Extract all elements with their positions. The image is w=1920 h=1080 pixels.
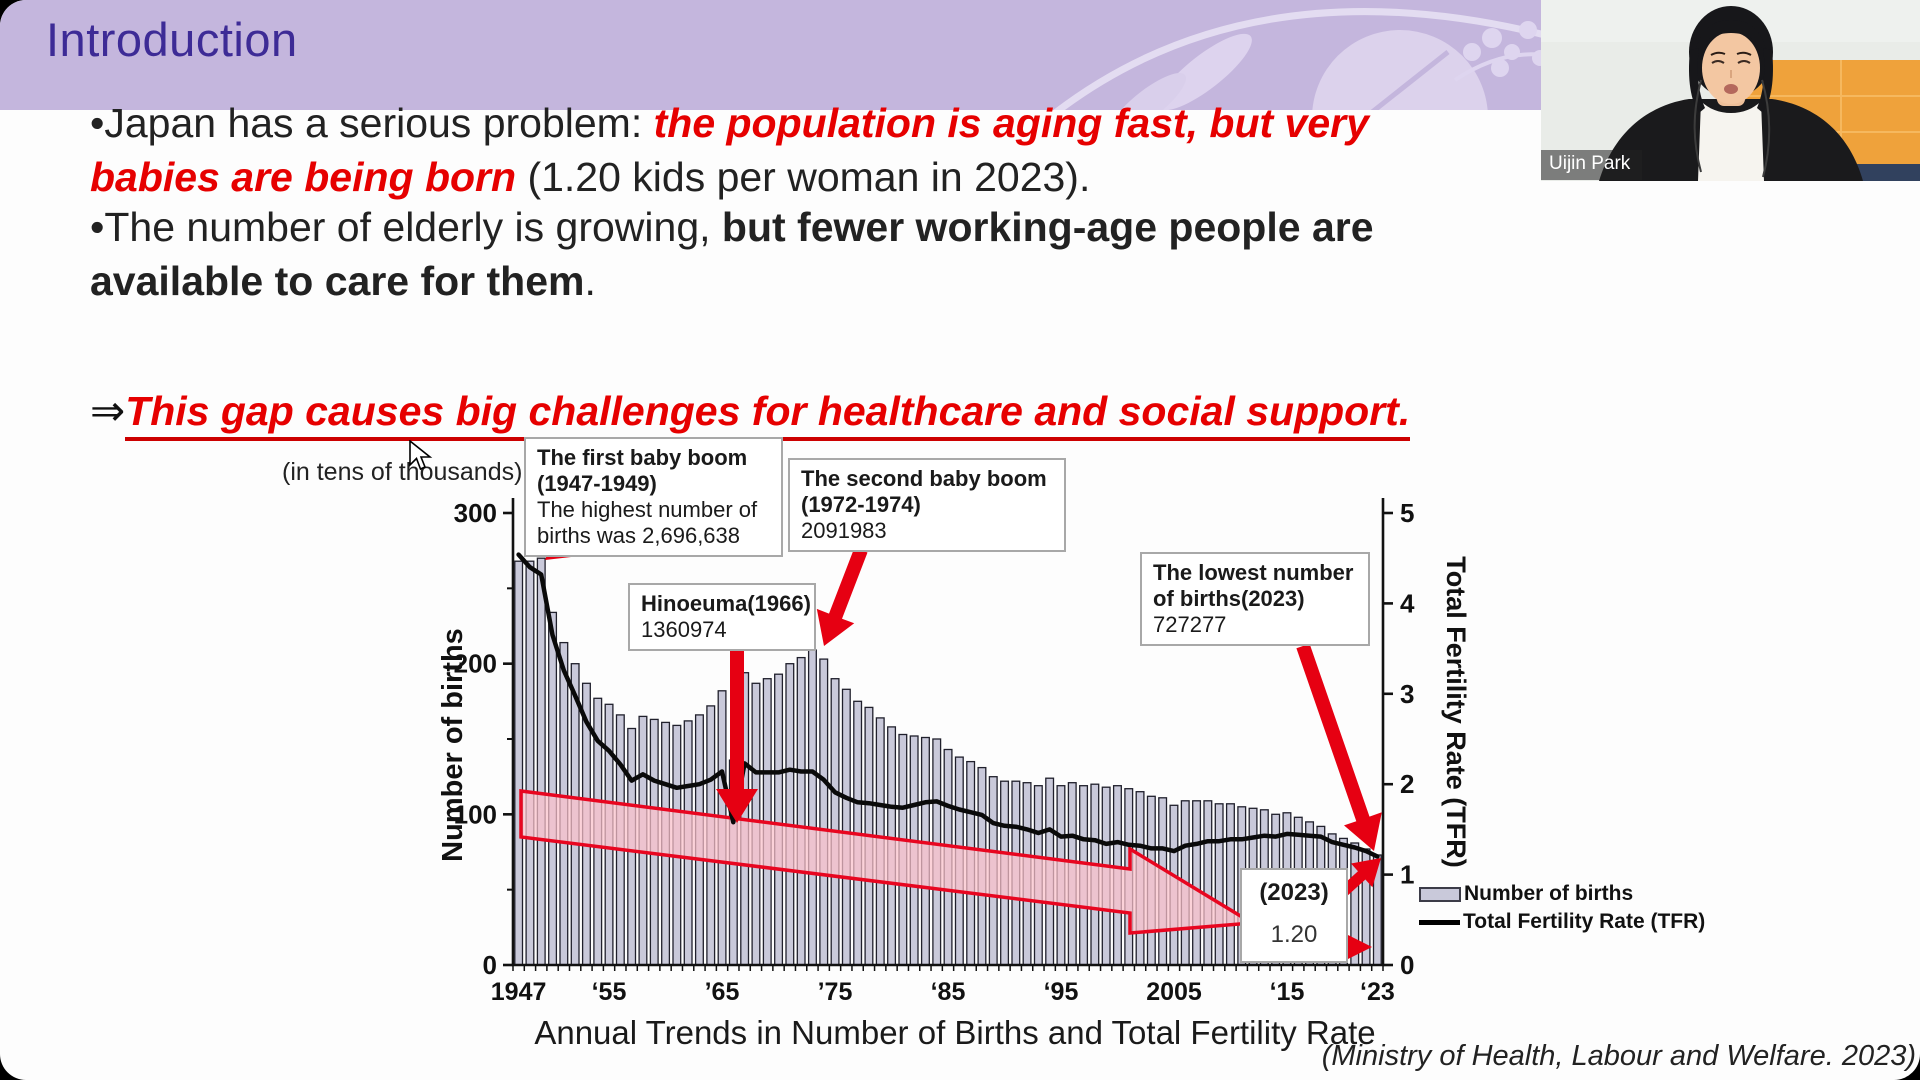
callout-second-baby-boom: The second baby boom (1972-1974) 2091983	[788, 458, 1066, 552]
bullet2-bold-text-line2: available to care for them	[90, 258, 585, 304]
conclusion-line: ⇒This gap causes big challenges for heal…	[90, 384, 1411, 441]
source-citation: (Ministry of Health, Labour and Welfare.…	[1321, 1040, 1916, 1072]
callout-title-years: (1947-1949)	[537, 471, 657, 496]
bullet2-black-text: •The number of elderly is growing,	[90, 204, 722, 250]
mouse-cursor-icon	[409, 440, 433, 471]
callout-value: 1.20	[1270, 921, 1318, 948]
callout-first-baby-boom: The first baby boom (1947-1949) The high…	[524, 437, 783, 557]
callout-title: The second baby boom	[801, 466, 1047, 491]
svg-text:0: 0	[1400, 950, 1414, 980]
callout-value: 727277	[1153, 612, 1227, 637]
bar-swatch-icon	[1419, 886, 1461, 902]
conclusion-red-text: This gap causes big challenges for healt…	[125, 388, 1411, 441]
svg-text:100: 100	[454, 799, 497, 829]
axis-unit-note: (in tens of thousands)	[282, 458, 523, 486]
callout-body: The highest number of	[537, 497, 758, 522]
callout-title: The lowest number	[1153, 560, 1354, 585]
callout-title-years: of births(2023)	[1153, 586, 1305, 611]
callout-title-years: (1972-1974)	[801, 492, 921, 517]
bullet1-red-text-line2: babies are being born	[90, 154, 517, 200]
svg-text:Number of births: Number of births	[437, 628, 469, 862]
callout-lowest-births: The lowest number of births(2023) 727277	[1140, 552, 1370, 646]
svg-text:3: 3	[1400, 679, 1414, 709]
callout-title: The first baby boom	[537, 445, 748, 470]
svg-text:200: 200	[454, 649, 497, 679]
svg-text:300: 300	[454, 498, 497, 528]
svg-text:‘85: ‘85	[931, 978, 966, 1006]
bullet-elderly-care: •The number of elderly is growing, but f…	[90, 200, 1374, 308]
line-swatch-icon	[1419, 919, 1460, 925]
double-arrow-symbol: ⇒	[90, 387, 126, 434]
callout-value: 1360974	[641, 617, 727, 642]
webcam-overlay[interactable]: Uijin Park	[1541, 0, 1920, 181]
svg-text:0: 0	[483, 950, 497, 980]
svg-text:2005: 2005	[1146, 978, 1202, 1006]
svg-text:5: 5	[1400, 498, 1414, 528]
callout-body: births was 2,696,638	[537, 523, 741, 548]
callout-value: 2091983	[801, 518, 887, 543]
svg-text:4: 4	[1400, 588, 1415, 618]
bullet2-period: .	[584, 258, 596, 304]
svg-text:1947: 1947	[491, 978, 547, 1006]
bullet1-red-text-line1: the population is aging fast, but very	[653, 100, 1369, 146]
participant-name-label: Uijin Park	[1541, 150, 1643, 180]
svg-text:2: 2	[1400, 769, 1414, 799]
person-speaker	[1599, 6, 1863, 181]
callout-tfr-2023: (2023) 1.20	[1240, 868, 1348, 963]
callout-title: Hinoeuma(1966)	[641, 591, 811, 616]
svg-text:’65: ’65	[705, 978, 740, 1006]
legend-item-births: Number of births	[1419, 880, 1705, 908]
svg-text:Total Fertility Rate (TFR): Total Fertility Rate (TFR)	[1441, 556, 1471, 868]
svg-text:‘55: ‘55	[592, 978, 627, 1006]
callout-hinoeuma: Hinoeuma(1966) 1360974	[628, 583, 816, 651]
chart-legend: Number of births Total Fertility Rate (T…	[1419, 880, 1705, 936]
chart-caption: Annual Trends in Number of Births and To…	[534, 1014, 1376, 1051]
bullet1-black-text: •Japan has a serious problem:	[90, 100, 654, 146]
bullet-aging-problem: •Japan has a serious problem: the popula…	[90, 96, 1369, 204]
legend-label: Total Fertility Rate (TFR)	[1463, 910, 1706, 933]
svg-text:‘15: ‘15	[1270, 978, 1305, 1006]
svg-text:‘95: ‘95	[1044, 978, 1079, 1006]
legend-label: Number of births	[1464, 882, 1634, 905]
bullet1-suffix-text: (1.20 kids per woman in 2023).	[516, 154, 1091, 200]
svg-text:‘23: ‘23	[1360, 978, 1395, 1006]
bullet2-bold-text-line1: but fewer working-age people are	[721, 204, 1374, 250]
legend-item-tfr: Total Fertility Rate (TFR)	[1419, 908, 1705, 936]
page-title: Introduction	[46, 13, 298, 66]
callout-title: (2023)	[1259, 879, 1329, 906]
svg-text:1: 1	[1400, 860, 1414, 890]
floral-decoration-icon	[1053, 8, 1545, 110]
svg-text:’75: ’75	[818, 978, 853, 1006]
